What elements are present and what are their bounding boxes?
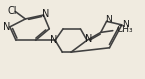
Text: N: N <box>85 34 92 44</box>
Text: N: N <box>3 22 11 32</box>
Text: N: N <box>42 9 50 19</box>
Text: CH₃: CH₃ <box>117 25 133 34</box>
Text: N: N <box>50 35 57 45</box>
Text: Cl: Cl <box>8 6 17 16</box>
Text: N: N <box>123 20 129 29</box>
Text: N: N <box>105 15 111 24</box>
